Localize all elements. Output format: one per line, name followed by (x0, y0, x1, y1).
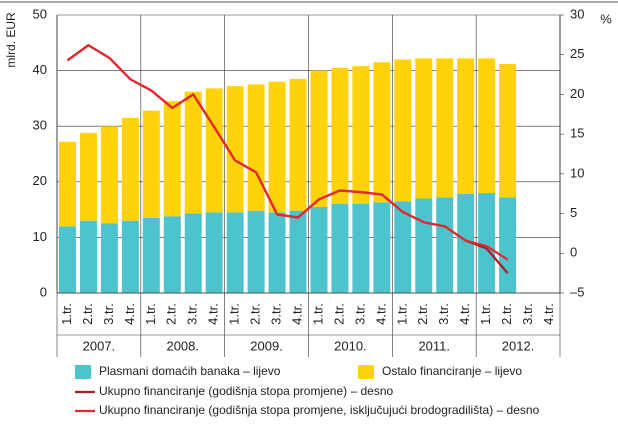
x-tick-label: 1.tr. (394, 303, 409, 325)
x-tick-label: 2.tr. (248, 303, 263, 325)
bar (163, 101, 181, 217)
x-tick-label: 2.tr. (164, 303, 179, 325)
bar (394, 59, 412, 202)
year-label: 2007. (83, 338, 116, 353)
bar (205, 212, 223, 293)
bar (289, 78, 307, 211)
bar (289, 210, 307, 293)
y-tick-label: 30 (33, 118, 47, 133)
y2-tick-label: 0 (570, 245, 577, 260)
x-tick-label: 1.tr. (310, 303, 325, 325)
bar (163, 216, 181, 293)
x-tick-label: 4.tr. (373, 303, 388, 325)
y2-tick-label: 20 (570, 86, 584, 101)
bar (205, 88, 223, 213)
year-label: 2012. (502, 338, 535, 353)
x-tick-label: 4.tr. (289, 303, 304, 325)
year-label: 2008. (166, 338, 199, 353)
bar (436, 197, 454, 293)
bar (457, 58, 475, 195)
y-tick-label: 40 (33, 62, 47, 77)
y-tick-label: 50 (33, 6, 47, 21)
bar (331, 204, 349, 293)
x-tick-label: 2.tr. (80, 303, 95, 325)
bar (457, 194, 475, 293)
y2-tick-label: 25 (570, 46, 584, 61)
x-tick-label: 1.tr. (143, 303, 158, 325)
bar (226, 212, 244, 293)
bar (79, 132, 97, 221)
bar (247, 210, 265, 293)
bar (394, 201, 412, 293)
legend-label: Ukupno financiranje (godišnja stopa prom… (99, 384, 394, 398)
bar (58, 226, 76, 293)
bar (142, 217, 160, 293)
x-tick-label: 3.tr. (185, 303, 200, 325)
bar (310, 206, 328, 293)
y2-tick-label: 5 (570, 205, 577, 220)
bar (247, 84, 265, 211)
bar (184, 91, 202, 214)
bar (100, 223, 118, 293)
x-tick-label: 3.tr. (436, 303, 451, 325)
bar (415, 58, 433, 199)
bar (352, 66, 370, 205)
year-label: 2011. (418, 338, 450, 353)
x-tick-label: 3.tr. (352, 303, 367, 325)
y-tick-label: 10 (33, 229, 47, 244)
x-tick-label: 2.tr. (331, 303, 346, 325)
bar (100, 126, 118, 224)
bar (58, 141, 76, 227)
bar (310, 70, 328, 207)
bar (499, 63, 517, 198)
y-tick-label: 0 (40, 284, 47, 299)
y2-tick-label: –5 (570, 284, 584, 299)
bar (373, 62, 391, 203)
x-tick-label: 4.tr. (541, 303, 556, 325)
legend-swatch (75, 365, 91, 379)
y-tick-label: 20 (33, 173, 47, 188)
bar (121, 117, 139, 221)
legend-swatch (358, 365, 374, 379)
x-tick-label: 4.tr. (122, 303, 137, 325)
bar (226, 86, 244, 213)
bar (478, 58, 496, 193)
x-tick-label: 1.tr. (59, 303, 74, 325)
bar (436, 58, 454, 198)
x-tick-label: 2.tr. (415, 303, 430, 325)
year-label: 2009. (250, 338, 283, 353)
line (66, 44, 509, 261)
bar (121, 220, 139, 293)
legend-label: Ukupno financiranje (godišnja stopa prom… (99, 403, 540, 417)
x-tick-label: 3.tr. (101, 303, 116, 325)
bar (268, 81, 286, 213)
x-tick-label: 1.tr. (478, 303, 493, 325)
y2-tick-label: 15 (570, 126, 584, 141)
bar (142, 110, 160, 218)
bar (268, 212, 286, 293)
x-tick-label: 3.tr. (269, 303, 284, 325)
year-label: 2010. (334, 338, 367, 353)
x-tick-label: 4.tr. (457, 303, 472, 325)
x-tick-label: 1.tr. (227, 303, 242, 325)
x-tick-label: 3.tr. (520, 303, 535, 325)
bar (478, 192, 496, 293)
x-tick-label: 2.tr. (499, 303, 514, 325)
bar (79, 220, 97, 293)
y-axis-label: mlrd. EUR (4, 12, 18, 68)
y2-axis-label: % (600, 11, 612, 26)
bar (352, 204, 370, 293)
legend-label: Plasmani domaćih banaka – lijevo (99, 364, 281, 378)
bar (499, 197, 517, 293)
bar (331, 67, 349, 205)
bar (373, 202, 391, 293)
bar (184, 213, 202, 293)
y2-tick-label: 30 (570, 6, 584, 21)
bar (415, 198, 433, 293)
x-tick-label: 4.tr. (206, 303, 221, 325)
y2-tick-label: 10 (570, 165, 584, 180)
legend-label: Ostalo financiranje – lijevo (382, 364, 522, 378)
